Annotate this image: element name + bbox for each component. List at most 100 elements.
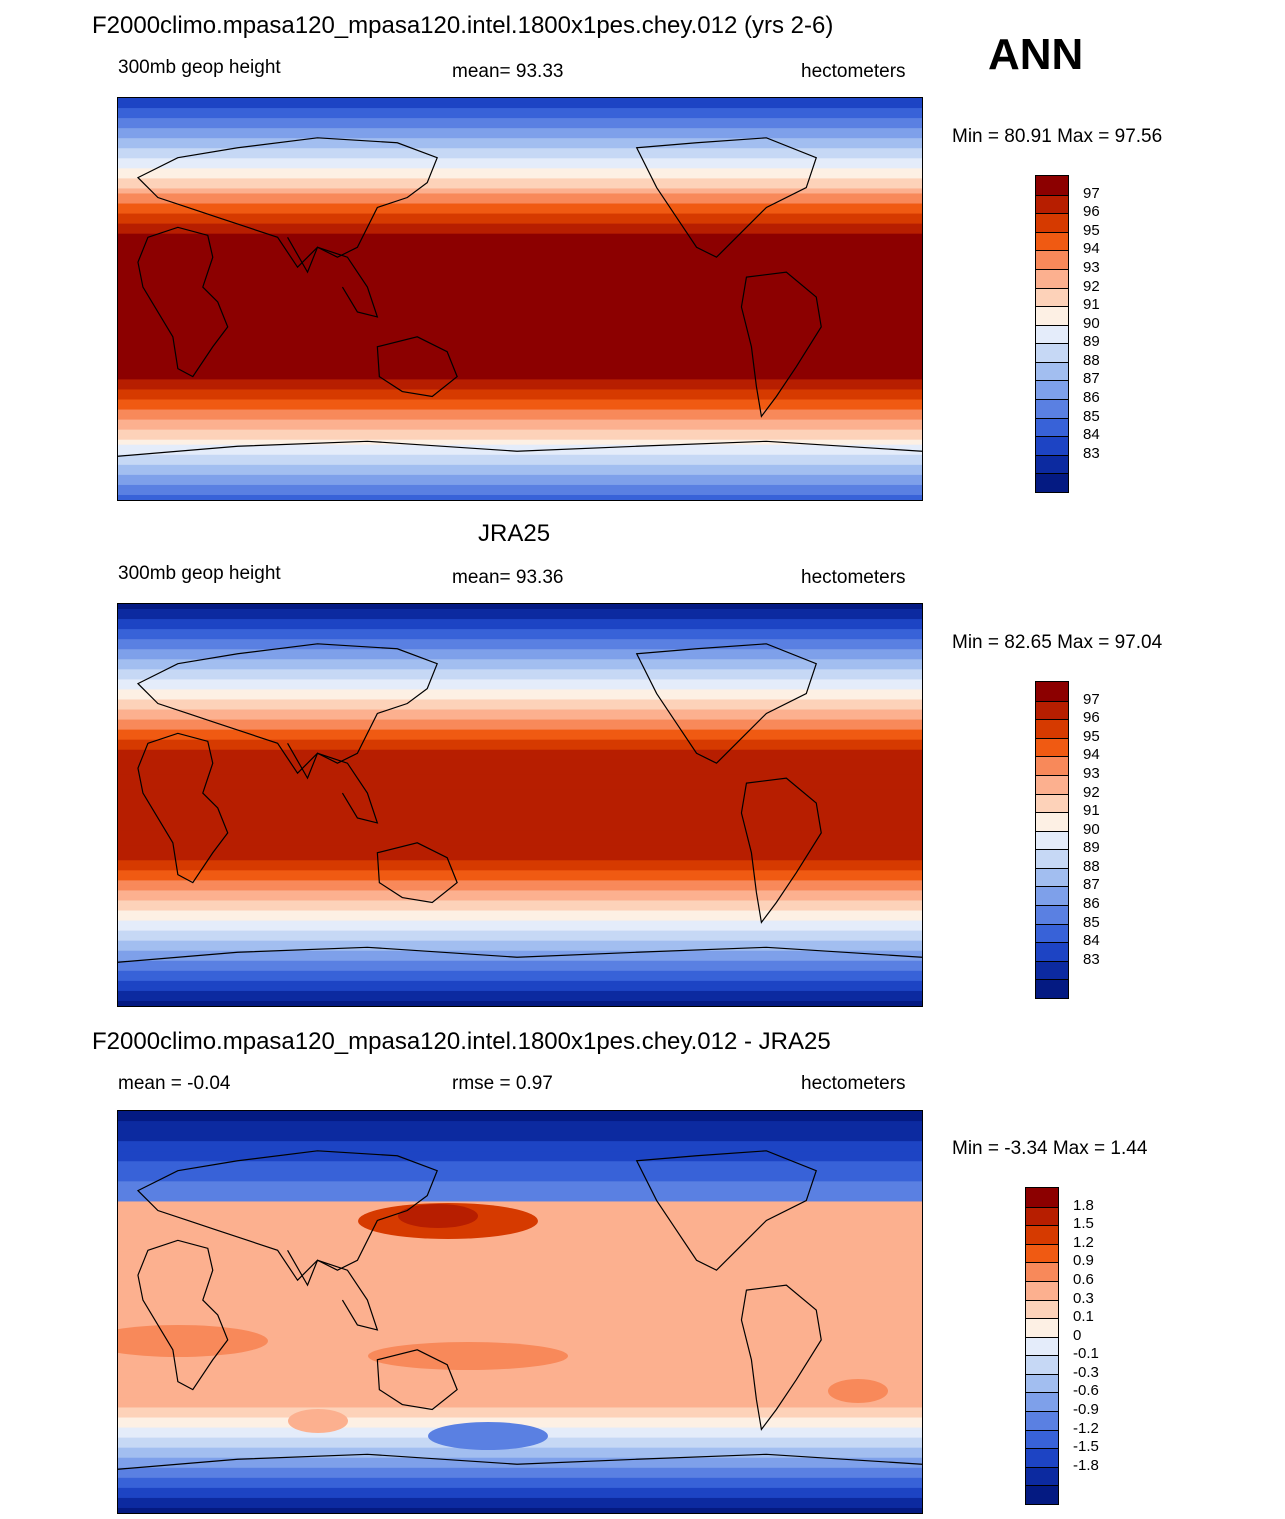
contour-band	[118, 248, 922, 255]
contour-band	[118, 754, 922, 761]
coastline	[740, 777, 822, 924]
contour-band	[118, 454, 922, 461]
panel-model-colorbar-swatch	[1036, 268, 1068, 288]
contour-band	[118, 1271, 922, 1278]
panel-obs-colorbar-tick-label: 88	[1083, 857, 1100, 875]
panel-diff-rmse: rmse = 0.97	[452, 1073, 553, 1094]
contour-band	[118, 409, 922, 416]
panel-model-colorbar-tick-label: 85	[1083, 407, 1100, 425]
contour-band	[118, 339, 922, 346]
contour-band	[118, 634, 922, 641]
contour-band	[118, 1412, 922, 1419]
panel-obs-colorbar-swatch	[1036, 979, 1068, 998]
contour-band	[118, 1186, 922, 1193]
panel-model-colorbar-tick-label: 87	[1083, 370, 1100, 388]
panel-obs-colorbar-swatch	[1036, 719, 1068, 738]
contour-band	[118, 1327, 922, 1334]
contour-band	[118, 278, 922, 285]
panel-obs-mean: mean= 93.36	[452, 567, 564, 588]
panel-model-colorbar-swatch	[1036, 436, 1068, 455]
contour-band	[118, 1296, 922, 1303]
coastline	[376, 1349, 458, 1411]
contour-band	[118, 268, 922, 275]
panel-diff-colorbar-tick-label: 1.8	[1073, 1196, 1094, 1214]
panel-model-colorbar-tick-label: 97	[1083, 184, 1100, 202]
contour-band	[118, 173, 922, 180]
contour-band	[118, 354, 922, 361]
panel-model-colorbar-tick-label: 86	[1083, 389, 1100, 407]
contour-band	[118, 1447, 922, 1454]
contour-band	[118, 794, 922, 801]
contour-band	[118, 203, 922, 210]
panel-model-colorbar-swatch	[1036, 399, 1068, 418]
contour-band	[118, 1176, 922, 1183]
contour-band	[118, 619, 922, 626]
contour-band	[118, 208, 922, 215]
contour-band	[118, 329, 922, 336]
panel-obs-title: JRA25	[478, 520, 551, 547]
panel-diff-colorbar-tick-label: -0.9	[1073, 1401, 1099, 1419]
contour-band	[118, 679, 922, 686]
contour-band	[118, 364, 922, 371]
contour-band	[118, 1131, 922, 1138]
contour-band	[118, 1367, 922, 1374]
contour-band	[118, 449, 922, 456]
panel-diff-minmax: Min = -3.34 Max = 1.44	[952, 1138, 1148, 1159]
contour-band	[118, 764, 922, 771]
coastline	[136, 643, 438, 775]
panel-model-colorbar-tick-label: 88	[1083, 351, 1100, 369]
contour-band	[118, 1261, 922, 1268]
contour-band	[118, 1166, 922, 1173]
contour-band	[118, 1477, 922, 1484]
contour-band	[118, 920, 922, 927]
contour-band	[118, 935, 922, 942]
contour-band	[118, 744, 922, 751]
contour-band	[118, 604, 922, 611]
coastline	[118, 440, 922, 457]
contour-band	[118, 1196, 922, 1203]
contour-band	[118, 925, 922, 932]
contour-band	[118, 1417, 922, 1424]
coastline	[635, 643, 818, 764]
panel-model-map	[117, 97, 923, 501]
contour-band	[118, 885, 922, 892]
panel-model-colorbar-swatch	[1036, 380, 1068, 400]
contour-band	[118, 288, 922, 295]
coastline	[287, 1250, 379, 1331]
season-label: ANN	[988, 30, 1084, 79]
contour-band	[118, 1126, 922, 1133]
contour-band	[118, 1337, 922, 1344]
contour-band	[118, 1266, 922, 1273]
contour-band	[118, 474, 922, 481]
panel-diff-colorbar-swatch	[1026, 1188, 1058, 1207]
contour-band	[118, 845, 922, 852]
contour-band	[118, 1387, 922, 1394]
anomaly-blob	[398, 1204, 478, 1228]
panel-diff-colorbar-swatch	[1026, 1373, 1058, 1393]
contour-band	[118, 309, 922, 316]
panel-model-colorbar-tick-label: 96	[1083, 203, 1100, 221]
contour-band	[118, 379, 922, 386]
contour-band	[118, 1507, 922, 1513]
panel-model-colorbar-swatch	[1036, 473, 1068, 492]
contour-band	[118, 1201, 922, 1208]
panel-obs-colorbar-tick-label: 94	[1083, 746, 1100, 764]
contour-band	[118, 789, 922, 796]
coastline	[376, 336, 458, 398]
panel-diff-mean: mean = -0.04	[118, 1073, 231, 1094]
contour-band	[118, 1492, 922, 1499]
panel-diff-map	[117, 1110, 923, 1514]
panel-obs-minmax: Min = 82.65 Max = 97.04	[952, 632, 1163, 653]
contour-band	[118, 659, 922, 666]
coastline	[740, 271, 822, 418]
contour-band	[118, 479, 922, 486]
contour-band	[118, 1276, 922, 1283]
panel-obs-colorbar-tick-label: 92	[1083, 783, 1100, 801]
contour-band	[118, 1136, 922, 1143]
contour-band	[118, 1382, 922, 1389]
contour-band	[118, 138, 922, 145]
coastline	[740, 1284, 822, 1431]
panel-diff-colorbar-swatch	[1026, 1225, 1058, 1244]
contour-band	[118, 444, 922, 451]
contour-band	[118, 439, 922, 446]
